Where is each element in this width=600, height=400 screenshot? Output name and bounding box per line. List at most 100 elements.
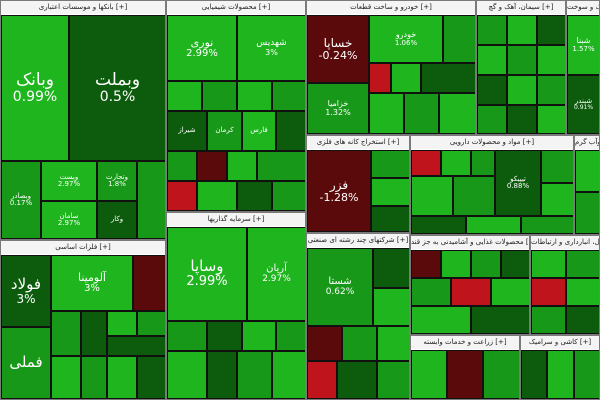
tile-small[interactable] <box>447 350 483 399</box>
tile-small[interactable] <box>107 356 137 399</box>
tile-small[interactable] <box>257 151 305 181</box>
tile-fazar[interactable]: فزر -1.28% <box>307 150 371 232</box>
sector-multi[interactable]: شرکتهای چند رشته ای صنعتی [+] شستا 0.62% <box>306 233 410 400</box>
tile-vbsadr[interactable]: وبصادر 0.17% <box>1 161 41 239</box>
tile-small[interactable] <box>167 321 207 351</box>
tile-small[interactable] <box>242 321 276 351</box>
tile-small[interactable] <box>537 75 565 105</box>
tile-small[interactable] <box>411 306 471 334</box>
tile-small[interactable] <box>541 150 573 183</box>
tile-small[interactable] <box>307 361 337 399</box>
sector-header[interactable]: سیمان، آهک و گچ [+] <box>477 1 565 14</box>
tile-small[interactable] <box>337 361 377 399</box>
tile-small[interactable] <box>441 150 471 176</box>
tile-small[interactable] <box>537 45 565 75</box>
tile-small[interactable] <box>167 351 207 399</box>
tile-small[interactable] <box>441 250 471 278</box>
tile-shiraz[interactable]: شیراز <box>167 111 207 151</box>
sector-header[interactable]: محصولات شیمیایی [+] <box>167 1 305 14</box>
tile-small[interactable] <box>107 311 137 336</box>
tile-small[interactable] <box>531 306 566 334</box>
tile-small[interactable] <box>531 278 566 306</box>
sector-food[interactable]: محصولات غذایی و آشامیدنی به جز قند [+] <box>410 235 530 335</box>
sector-investment[interactable]: سرمایه گذاریها [+] وساپا 2.99% آریان 2.9… <box>166 212 306 400</box>
tile-small[interactable] <box>197 151 227 181</box>
tile-shabna[interactable]: شبنا 1.57% <box>567 15 599 75</box>
tile-small[interactable] <box>537 15 565 45</box>
tile-small[interactable] <box>371 178 409 206</box>
tile-small[interactable] <box>202 81 237 111</box>
sector-banks[interactable]: بانکها و موسسات اعتباری [+] وبانک 0.99% … <box>0 0 166 240</box>
tile-small[interactable] <box>411 250 441 278</box>
tile-small[interactable] <box>507 45 537 75</box>
tile-small[interactable] <box>377 326 409 361</box>
sector-oil[interactable]: فرآورده های نفتی، کک و سوخت [+] شبنا 1.5… <box>566 0 600 135</box>
tile-vtjarat[interactable]: وتجارت 1.8% <box>97 161 137 201</box>
tile-small[interactable] <box>272 351 305 399</box>
tile-small[interactable] <box>51 356 81 399</box>
tile-small[interactable] <box>443 15 475 63</box>
tile-small[interactable] <box>137 161 165 239</box>
tile-small[interactable] <box>575 150 599 192</box>
tile-small[interactable] <box>81 311 107 356</box>
tile-small[interactable] <box>411 350 447 399</box>
sector-header[interactable]: عرضه برق، گاز، بخاروآب گرم [+] <box>575 136 599 149</box>
tile-small[interactable] <box>391 63 421 93</box>
sector-header[interactable]: سرمایه گذاریها [+] <box>167 213 305 226</box>
sector-header[interactable]: خودرو و ساخت قطعات [+] <box>307 1 475 14</box>
sector-header[interactable]: شرکتهای چند رشته ای صنعتی [+] <box>307 234 409 247</box>
tile-fmli[interactable]: فملی <box>1 327 51 399</box>
tile-small[interactable] <box>501 250 529 278</box>
tile-small[interactable] <box>369 93 404 134</box>
sector-header[interactable]: محصولات غذایی و آشامیدنی به جز قند [+] <box>411 236 529 249</box>
tile-small[interactable] <box>371 206 409 232</box>
tile-small[interactable] <box>167 81 202 111</box>
tile-small[interactable] <box>51 311 81 356</box>
tile-khesapa[interactable]: خساپا -0.24% <box>307 15 369 83</box>
sector-tile[interactable]: کاشی و سرامیک [+] <box>520 335 600 400</box>
tile-small[interactable] <box>477 15 507 45</box>
tile-alumina[interactable]: آلومینا 3% <box>51 255 133 311</box>
tile-small[interactable] <box>537 105 565 134</box>
tile-small[interactable] <box>307 326 342 361</box>
sector-header[interactable]: فرآورده های نفتی، کک و سوخت [+] <box>567 1 599 14</box>
sector-header[interactable]: مواد و محصولات دارویی [+] <box>411 136 573 149</box>
tile-small[interactable] <box>207 321 242 351</box>
tile-small[interactable] <box>477 45 507 75</box>
tile-khzamia[interactable]: خزامیا 1.32% <box>307 83 369 134</box>
tile-small[interactable] <box>541 183 573 216</box>
tile-small[interactable] <box>167 151 197 181</box>
tile-small[interactable] <box>276 321 305 351</box>
tile-small[interactable] <box>466 216 521 234</box>
tile-small[interactable] <box>521 350 547 399</box>
tile-shahid[interactable]: شهدیس 3% <box>237 15 305 81</box>
tile-small[interactable] <box>507 15 537 45</box>
sector-header[interactable]: فلزات اساسی [+] <box>1 241 165 254</box>
tile-kerman[interactable]: کرمان <box>207 111 242 151</box>
tile-small[interactable] <box>471 250 501 278</box>
sector-header[interactable]: کاشی و سرامیک [+] <box>521 336 599 349</box>
tile-fars[interactable]: فارس <box>242 111 276 151</box>
tile-small[interactable] <box>471 306 529 334</box>
sector-automotive[interactable]: خودرو و ساخت قطعات [+] خساپا -0.24% خودر… <box>306 0 476 135</box>
tile-tipico[interactable]: تیپیکو 0.88% <box>495 150 541 216</box>
tile-small[interactable] <box>531 250 566 278</box>
tile-small[interactable] <box>197 181 237 211</box>
tile-small[interactable] <box>276 111 305 151</box>
tile-vpost[interactable]: وپست 2.97% <box>41 161 97 201</box>
tile-small[interactable] <box>574 350 599 399</box>
sector-header[interactable]: بانکها و موسسات اعتباری [+] <box>1 1 165 14</box>
sector-header[interactable]: زراعت و خدمات وابسته [+] <box>411 336 519 349</box>
tile-small[interactable] <box>411 278 451 306</box>
tile-vbmellat[interactable]: وبملت 0.5% <box>69 15 165 161</box>
tile-small[interactable] <box>404 93 439 134</box>
tile-small[interactable] <box>477 75 507 105</box>
tile-small[interactable] <box>483 350 519 399</box>
tile-small[interactable] <box>137 356 165 399</box>
tile-small[interactable] <box>272 181 305 211</box>
tile-small[interactable] <box>107 336 165 356</box>
tile-small[interactable] <box>81 356 107 399</box>
tile-small[interactable] <box>547 350 574 399</box>
tile-vbank[interactable]: وبانک 0.99% <box>1 15 69 161</box>
tile-vkar[interactable]: وکار <box>97 201 137 239</box>
